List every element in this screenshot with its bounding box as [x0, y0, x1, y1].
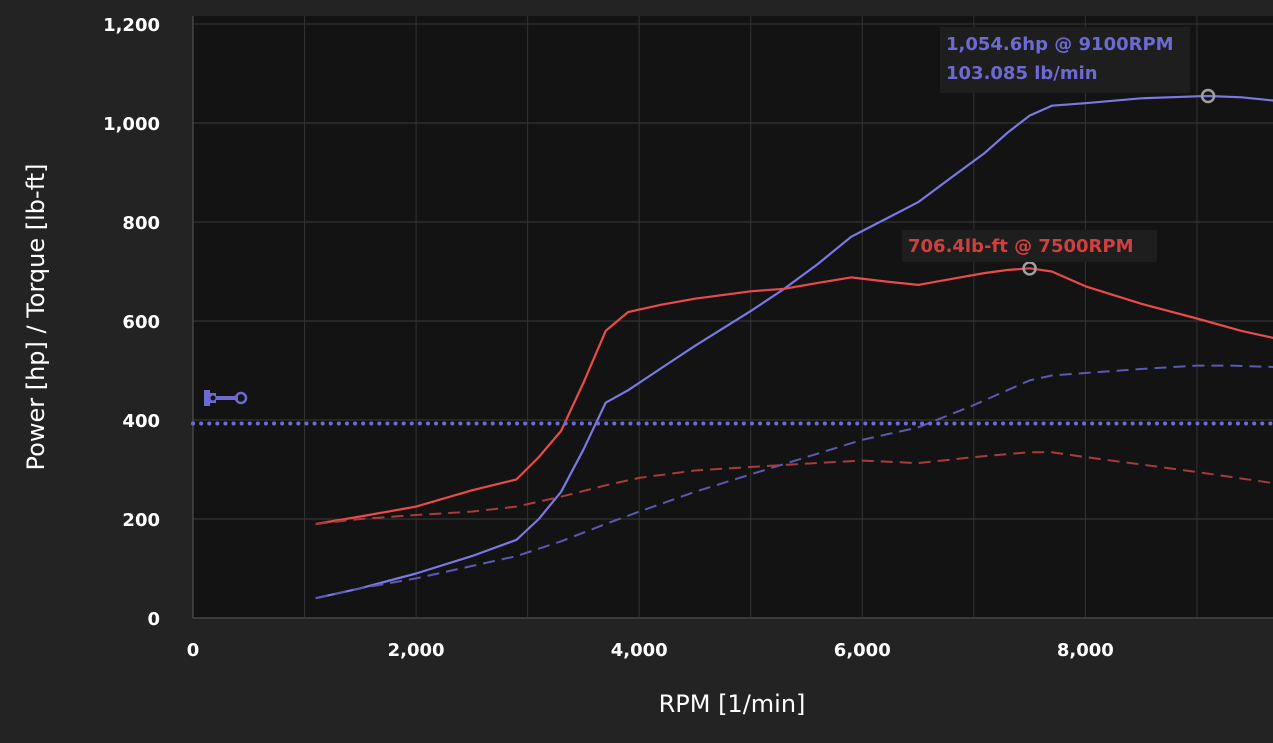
y-tick-label: 200 [122, 510, 160, 531]
x-tick-label: 2,000 [388, 640, 445, 661]
y-tick-label: 600 [122, 312, 160, 333]
series-line-solid-0 [315, 94, 1273, 600]
y-tick-label: 800 [122, 213, 160, 234]
power-annotation-line1: 1,054.6hp @ 9100RPM [946, 34, 1174, 55]
series-line-dashed-2 [315, 364, 1273, 600]
y-tick-label: 400 [122, 411, 160, 432]
plot-area [193, 16, 1273, 618]
tick-labels: 0 200 400 600 800 1,000 1,200 0 2,000 4,000 6,000 8… [103, 15, 1114, 661]
power-annotation-box [940, 27, 1190, 93]
x-axis-title: RPM [1/min] [659, 690, 806, 718]
torque-annotation-box [902, 230, 1157, 262]
y-tick-label: 1,200 [103, 15, 160, 36]
x-tick-label: 4,000 [611, 640, 668, 661]
peak-marker-1 [1022, 261, 1037, 276]
x-tick-label: 0 [187, 640, 200, 661]
y-tick-label: 1,000 [103, 114, 160, 135]
torque-annotation-line1: 706.4lb-ft @ 7500RPM [908, 236, 1134, 257]
y-axis-title: Power [hp] / Torque [lb-ft] [22, 164, 50, 471]
grid [192, 16, 1273, 619]
peak-marker-0 [1200, 88, 1216, 104]
power-annotation-line2: 103.085 lb/min [946, 63, 1098, 84]
series-layer [191, 94, 1273, 600]
piston-icon [204, 390, 248, 406]
x-tick-label: 6,000 [834, 640, 891, 661]
y-tick-label: 0 [147, 609, 160, 630]
series-line-solid-1 [315, 267, 1273, 526]
peak-markers [1022, 88, 1216, 276]
x-tick-label: 8,000 [1057, 640, 1114, 661]
series-line-dashed-3 [315, 451, 1273, 525]
